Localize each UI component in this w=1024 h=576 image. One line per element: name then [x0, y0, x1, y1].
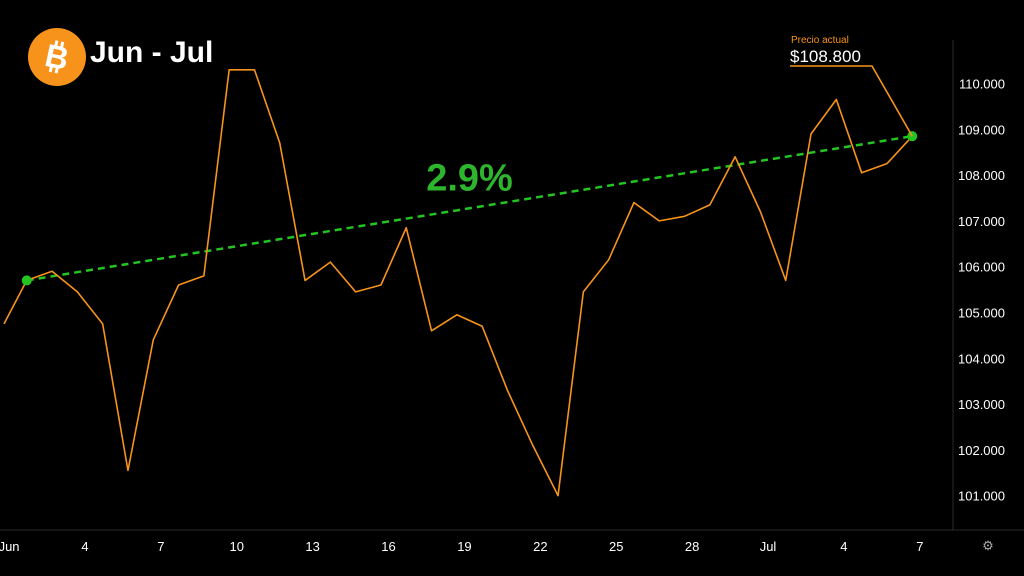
y-tick-label: 108.000 — [958, 168, 1005, 183]
current-price-leader-line — [790, 65, 913, 137]
x-tick-label: 28 — [685, 539, 699, 554]
trend-line — [26, 134, 913, 282]
percent-change-label: 2.9% — [426, 157, 513, 199]
x-tick-label: 13 — [305, 539, 319, 554]
trend-start-point — [21, 275, 32, 286]
y-tick-label: 106.000 — [958, 260, 1005, 275]
y-tick-label: 107.000 — [958, 214, 1005, 229]
price-series-line — [3, 68, 913, 497]
x-tick-label: 25 — [609, 539, 623, 554]
x-tick-label: 22 — [533, 539, 547, 554]
x-tick-label: 10 — [230, 539, 244, 554]
y-tick-label: 101.000 — [958, 489, 1005, 504]
x-tick-label: 7 — [916, 539, 923, 554]
y-tick-label: 104.000 — [958, 351, 1005, 366]
x-tick-label: 19 — [457, 539, 471, 554]
x-tick-label: 16 — [381, 539, 395, 554]
x-tick-label: 4 — [81, 539, 88, 554]
current-price-caption: Precio actual — [791, 35, 849, 46]
y-tick-label: 105.000 — [958, 305, 1005, 320]
y-tick-label: 109.000 — [958, 122, 1005, 137]
y-tick-label: 110.000 — [959, 77, 1005, 92]
y-axis-tick-labels: 101.000 102.000 103.000 104.000 105.000 106.0… — [958, 77, 1005, 504]
page-title: Jun - Jul — [90, 36, 214, 69]
current-price-value: $108.800 — [790, 47, 861, 66]
x-tick-label: Jul — [760, 539, 777, 554]
x-tick-label: Jun — [0, 539, 20, 554]
x-axis-tick-labels: Jun 4 7 10 13 16 19 22 25 28 Jul 4 7 — [0, 539, 923, 554]
x-tick-label: 4 — [840, 539, 847, 554]
y-tick-label: 103.000 — [958, 397, 1005, 412]
y-tick-label: 102.000 — [958, 443, 1005, 458]
bitcoin-symbol-icon: B — [42, 37, 72, 77]
chart-settings-icon[interactable]: ⚙ — [982, 538, 994, 553]
x-tick-label: 7 — [157, 539, 164, 554]
bitcoin-logo-icon: B — [28, 28, 86, 86]
